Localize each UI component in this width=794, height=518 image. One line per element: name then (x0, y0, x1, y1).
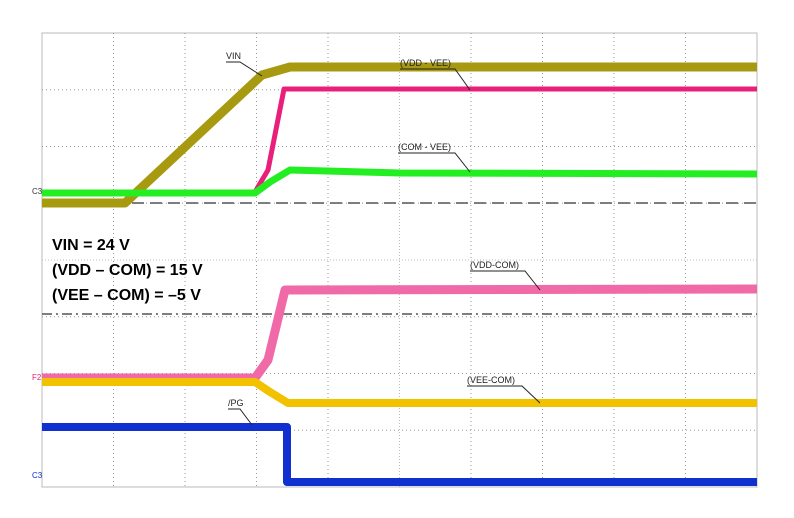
traces (42, 62, 758, 486)
trace-label: (VEE-COM) (467, 375, 515, 385)
annotation-line: VIN = 24 V (52, 237, 130, 254)
trace-labels: VIN (VDD - VEE) (COM - VEE) (VDD-COM) (V… (226, 51, 541, 426)
trace-label: (COM - VEE) (398, 142, 451, 152)
pg-trace (42, 423, 757, 486)
channel-markers: C3 F2 C3 (32, 187, 43, 480)
annotation-line: (VDD – COM) = 15 V (52, 262, 203, 279)
leader (467, 385, 541, 404)
trace-label: /PG (228, 398, 244, 408)
trace-label: VIN (226, 51, 241, 61)
leader (398, 152, 471, 173)
trace-label: (VDD - VEE) (400, 58, 451, 68)
channel-marker: C3 (32, 471, 43, 480)
grid (41, 32, 758, 488)
leader (228, 408, 253, 426)
leader (226, 61, 263, 77)
annotation-line: (VEE – COM) = –5 V (52, 287, 201, 304)
vin-trace (42, 62, 757, 208)
com-vee-trace (42, 166, 758, 197)
channel-marker: C3 (32, 187, 43, 196)
channel-marker: F2 (32, 373, 42, 382)
trace-label: (VDD-COM) (470, 260, 519, 270)
annotation: VIN = 24 V (VDD – COM) = 15 V (VEE – COM… (52, 237, 203, 304)
vee-com-trace (42, 378, 757, 407)
leader (470, 270, 541, 291)
leader (400, 68, 471, 91)
